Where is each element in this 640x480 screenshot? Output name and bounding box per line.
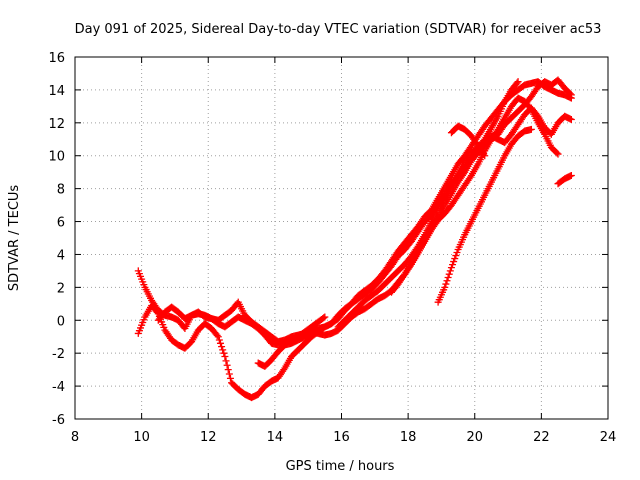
data-point — [447, 264, 455, 272]
data-point — [452, 252, 460, 260]
series-track-9 — [154, 303, 329, 349]
data-point — [280, 366, 288, 374]
data-point — [444, 273, 452, 281]
x-tick-label: 18 — [400, 430, 417, 445]
x-tick-label: 8 — [71, 430, 79, 445]
y-axis-title: SDTVAR / TECUs — [7, 185, 22, 292]
series-track-7 — [447, 122, 489, 160]
data-point — [567, 91, 575, 99]
data-point — [224, 366, 232, 374]
data-point — [526, 104, 534, 112]
x-tick-label: 10 — [133, 430, 150, 445]
data-point — [215, 336, 223, 344]
data-point — [219, 346, 227, 354]
data-point — [406, 262, 414, 270]
data-point — [453, 249, 461, 257]
data-point — [527, 125, 535, 133]
data-point — [213, 331, 221, 339]
y-tick-label: 16 — [48, 51, 65, 66]
x-tick-label: 12 — [200, 430, 217, 445]
y-tick-label: 2 — [57, 281, 65, 296]
data-point — [554, 150, 562, 158]
data-point — [225, 370, 233, 378]
x-tick-label: 20 — [466, 430, 483, 445]
data-point — [321, 313, 329, 321]
data-point — [441, 283, 449, 291]
y-tick-label: -6 — [52, 413, 65, 428]
data-point — [451, 255, 459, 263]
data-point — [514, 78, 522, 86]
data-point — [493, 127, 501, 135]
x-axis-title: GPS time / hours — [286, 459, 395, 474]
x-tick-label: 14 — [267, 430, 284, 445]
x-tick-labels: 8 10 12 14 16 18 20 22 24 — [71, 430, 616, 445]
y-tick-label: 4 — [57, 248, 65, 263]
data-point — [567, 171, 575, 179]
series-track-3 — [254, 76, 575, 370]
data-point — [566, 90, 574, 98]
chart-title: Day 091 of 2025, Sidereal Day-to-day VTE… — [75, 22, 602, 37]
data-point — [226, 374, 234, 382]
data-point — [442, 280, 450, 288]
series-track-2 — [134, 78, 575, 402]
data-point — [216, 339, 224, 347]
series-track-5 — [387, 94, 562, 296]
y-tick-label: -4 — [52, 380, 65, 395]
data-point — [220, 349, 228, 357]
data-point — [480, 150, 488, 158]
data-point — [320, 314, 328, 322]
data-point — [481, 152, 489, 160]
data-point — [218, 343, 226, 351]
data-point — [450, 258, 458, 266]
y-tick-label: 0 — [57, 314, 65, 329]
y-tick-label: 12 — [48, 117, 65, 132]
x-tick-label: 22 — [533, 430, 550, 445]
data-point — [446, 267, 454, 275]
data-point — [567, 116, 575, 124]
series-track-6 — [434, 125, 535, 306]
data-point — [153, 308, 161, 316]
data-point — [445, 270, 453, 278]
data-points — [134, 76, 575, 402]
data-point — [553, 149, 561, 157]
x-tick-label: 24 — [600, 430, 617, 445]
series-track-1 — [134, 78, 522, 346]
y-tick-label: 6 — [57, 216, 65, 231]
y-tick-labels: -6 -4 -2 0 2 4 6 8 10 12 14 16 — [48, 51, 65, 428]
y-tick-label: 10 — [48, 150, 65, 165]
data-point — [449, 261, 457, 269]
y-tick-label: 14 — [48, 84, 65, 99]
y-tick-label: 8 — [57, 183, 65, 198]
series-track-8 — [554, 171, 575, 188]
axis-ticks — [74, 56, 609, 420]
data-point — [221, 352, 229, 360]
series-track-4 — [334, 104, 575, 331]
data-point — [466, 173, 474, 181]
x-tick-label: 16 — [333, 430, 350, 445]
data-point — [214, 333, 222, 341]
data-point — [443, 277, 451, 285]
data-point — [223, 361, 231, 369]
data-point — [513, 79, 521, 87]
y-tick-label: -2 — [52, 347, 65, 362]
data-point — [222, 357, 230, 365]
